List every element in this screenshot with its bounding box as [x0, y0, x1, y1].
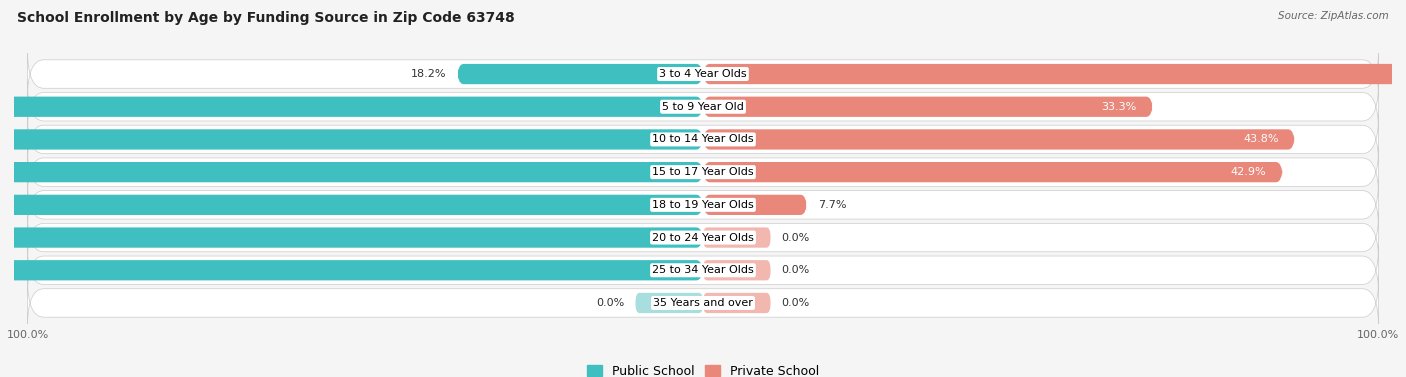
FancyBboxPatch shape [703, 64, 1406, 84]
FancyBboxPatch shape [28, 245, 1378, 295]
FancyBboxPatch shape [636, 293, 703, 313]
FancyBboxPatch shape [703, 260, 770, 280]
FancyBboxPatch shape [0, 129, 703, 150]
FancyBboxPatch shape [703, 195, 807, 215]
Legend: Public School, Private School: Public School, Private School [588, 365, 818, 377]
FancyBboxPatch shape [0, 195, 703, 215]
Text: 10 to 14 Year Olds: 10 to 14 Year Olds [652, 135, 754, 144]
FancyBboxPatch shape [703, 227, 770, 248]
FancyBboxPatch shape [703, 97, 1153, 117]
FancyBboxPatch shape [703, 129, 1295, 150]
Text: 3 to 4 Year Olds: 3 to 4 Year Olds [659, 69, 747, 79]
Text: 18 to 19 Year Olds: 18 to 19 Year Olds [652, 200, 754, 210]
FancyBboxPatch shape [703, 293, 770, 313]
Text: 7.7%: 7.7% [818, 200, 846, 210]
Text: 5 to 9 Year Old: 5 to 9 Year Old [662, 102, 744, 112]
Text: 0.0%: 0.0% [782, 298, 810, 308]
FancyBboxPatch shape [28, 278, 1378, 328]
Text: 0.0%: 0.0% [782, 233, 810, 242]
Text: 42.9%: 42.9% [1230, 167, 1267, 177]
FancyBboxPatch shape [28, 82, 1378, 132]
Text: 20 to 24 Year Olds: 20 to 24 Year Olds [652, 233, 754, 242]
Text: 35 Years and over: 35 Years and over [652, 298, 754, 308]
FancyBboxPatch shape [0, 260, 703, 280]
FancyBboxPatch shape [28, 180, 1378, 230]
Text: Source: ZipAtlas.com: Source: ZipAtlas.com [1278, 11, 1389, 21]
Text: 25 to 34 Year Olds: 25 to 34 Year Olds [652, 265, 754, 275]
Text: School Enrollment by Age by Funding Source in Zip Code 63748: School Enrollment by Age by Funding Sour… [17, 11, 515, 25]
FancyBboxPatch shape [28, 147, 1378, 197]
Text: 43.8%: 43.8% [1243, 135, 1278, 144]
FancyBboxPatch shape [28, 213, 1378, 262]
Text: 15 to 17 Year Olds: 15 to 17 Year Olds [652, 167, 754, 177]
Text: 18.2%: 18.2% [411, 69, 446, 79]
FancyBboxPatch shape [0, 227, 703, 248]
FancyBboxPatch shape [703, 162, 1282, 182]
FancyBboxPatch shape [28, 49, 1378, 99]
FancyBboxPatch shape [0, 97, 703, 117]
Text: 0.0%: 0.0% [782, 265, 810, 275]
Text: 33.3%: 33.3% [1101, 102, 1136, 112]
Text: 0.0%: 0.0% [596, 298, 624, 308]
FancyBboxPatch shape [0, 162, 703, 182]
FancyBboxPatch shape [28, 115, 1378, 164]
FancyBboxPatch shape [457, 64, 703, 84]
